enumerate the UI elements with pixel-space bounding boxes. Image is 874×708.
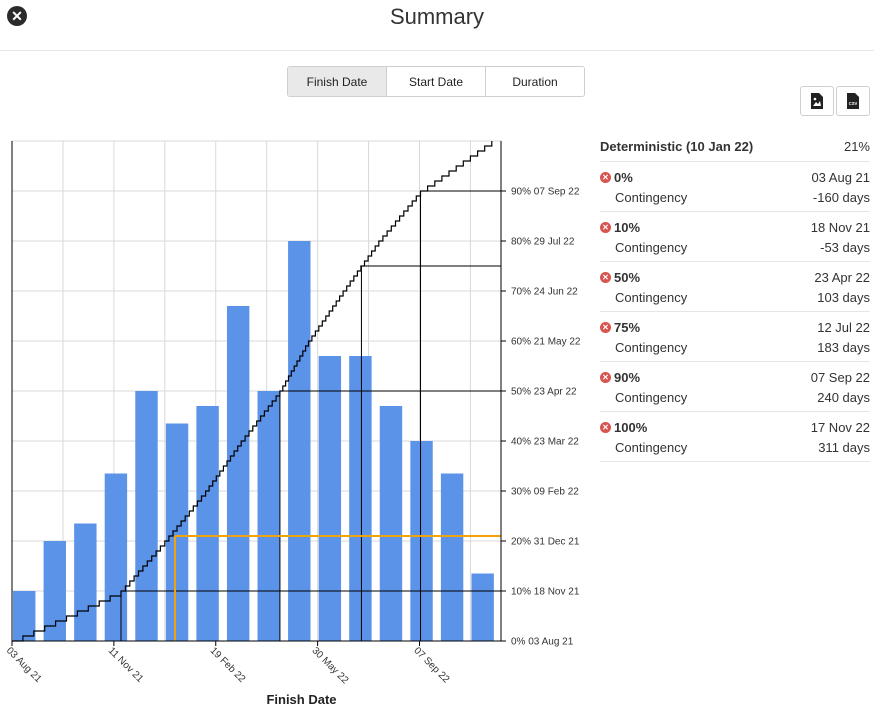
contingency-value: 183 days <box>817 339 870 355</box>
x-tick-label: 11 Nov 21 <box>106 645 146 685</box>
y-tick-label: 40% 23 Mar 22 <box>511 437 579 448</box>
close-icon[interactable]: ✕ <box>7 6 27 26</box>
percentile-date: 17 Nov 22 <box>810 419 870 435</box>
histogram-bar <box>440 473 464 641</box>
remove-icon[interactable]: ✕ <box>600 221 611 233</box>
percentile-row: ✕ 75% 12 Jul 22 Contingency 183 days <box>600 312 870 362</box>
page-title: Summary <box>389 4 485 29</box>
percentile-date: 18 Nov 21 <box>810 219 870 235</box>
header-divider <box>0 50 874 51</box>
deterministic-label: Deterministic (10 Jan 22) <box>600 139 754 154</box>
y-tick-label: 0% 03 Aug 21 <box>511 637 574 648</box>
deterministic-row: Deterministic (10 Jan 22) 21% <box>600 132 870 162</box>
contingency-value: 311 days <box>818 439 870 455</box>
y-tick-label: 70% 24 Jun 22 <box>511 287 578 298</box>
tab-duration[interactable]: Duration <box>485 67 584 96</box>
export-image-button[interactable] <box>800 86 834 116</box>
svg-text:CSV: CSV <box>849 101 858 106</box>
histogram-bar <box>349 356 372 641</box>
percentile-row: ✕ 50% 23 Apr 22 Contingency 103 days <box>600 262 870 312</box>
percentile-row: ✕ 90% 07 Sep 22 Contingency 240 days <box>600 362 870 412</box>
x-tick-label: 19 Feb 22 <box>208 645 248 685</box>
y-tick-label: 30% 09 Feb 22 <box>511 487 579 498</box>
y-tick-label: 60% 21 May 22 <box>511 337 581 348</box>
percentile-label: 75% <box>614 319 641 335</box>
remove-icon[interactable]: ✕ <box>600 171 611 183</box>
histogram-bar <box>13 591 36 641</box>
percentile-date: 12 Jul 22 <box>817 319 870 335</box>
percentile-row: ✕ 10% 18 Nov 21 Contingency -53 days <box>600 212 870 262</box>
histogram-bar <box>471 573 494 641</box>
percentile-row: ✕ 100% 17 Nov 22 Contingency 311 days <box>600 412 870 462</box>
deterministic-value: 21% <box>843 139 870 154</box>
percentile-label: 50% <box>614 269 641 285</box>
contingency-value: -53 days <box>820 239 870 255</box>
contingency-value: -160 days <box>812 189 870 205</box>
y-tick-label: 80% 29 Jul 22 <box>511 237 575 248</box>
remove-icon[interactable]: ✕ <box>600 371 611 383</box>
y-tick-label: 10% 18 Nov 21 <box>511 587 580 598</box>
x-tick-label: 30 May 22 <box>310 645 351 686</box>
percentile-name: ✕ 0% <box>600 170 633 185</box>
histogram-bar <box>410 441 433 641</box>
tab-start-date[interactable]: Start Date <box>386 67 485 96</box>
remove-icon[interactable]: ✕ <box>600 321 611 333</box>
percentile-date: 07 Sep 22 <box>810 369 870 385</box>
percentile-name: ✕ 100% <box>600 420 647 435</box>
histogram-bar <box>43 541 66 641</box>
histogram-bar <box>165 423 189 641</box>
histogram-bar <box>288 241 311 641</box>
histogram-bar <box>74 523 97 641</box>
contingency-value: 240 days <box>817 389 870 405</box>
tab-finish-date[interactable]: Finish Date <box>288 67 386 96</box>
contingency-label: Contingency <box>615 189 688 205</box>
percentile-date: 23 Apr 22 <box>814 269 870 285</box>
percentile-date: 03 Aug 21 <box>811 169 870 185</box>
contingency-label: Contingency <box>615 239 688 255</box>
histogram-bar <box>318 356 342 641</box>
contingency-label: Contingency <box>615 439 688 455</box>
csv-file-icon: CSV <box>847 93 859 109</box>
percentile-name: ✕ 90% <box>600 370 640 385</box>
histogram-bar <box>379 406 403 641</box>
cdf-line <box>12 141 493 642</box>
percentile-row: ✕ 0% 03 Aug 21 Contingency -160 days <box>600 162 870 212</box>
contingency-label: Contingency <box>615 289 688 305</box>
histogram-bar <box>257 391 280 641</box>
percentile-label: 100% <box>614 419 648 435</box>
percentile-name: ✕ 10% <box>600 220 640 235</box>
remove-icon[interactable]: ✕ <box>600 271 611 283</box>
percentile-name: ✕ 50% <box>600 270 640 285</box>
remove-icon[interactable]: ✕ <box>600 421 611 433</box>
y-tick-label: 50% 23 Apr 22 <box>511 387 577 398</box>
y-tick-label: 20% 31 Dec 21 <box>511 537 580 548</box>
image-export-icon <box>811 93 823 109</box>
y-tick-label: 90% 07 Sep 22 <box>511 187 580 198</box>
x-tick-label: 03 Aug 21 <box>4 645 44 685</box>
histogram-bar <box>104 473 128 641</box>
export-csv-button[interactable]: CSV <box>836 86 870 116</box>
view-tabs: Finish Date Start Date Duration <box>287 66 585 97</box>
contingency-label: Contingency <box>615 339 688 355</box>
contingency-label: Contingency <box>615 389 688 405</box>
percentile-label: 90% <box>614 369 641 385</box>
histogram-bar <box>135 391 158 641</box>
percentile-name: ✕ 75% <box>600 320 640 335</box>
histogram-bar <box>196 406 219 641</box>
x-tick-label: 07 Sep 22 <box>411 645 451 685</box>
x-axis-title: Finish Date <box>266 692 336 707</box>
histogram-bar <box>226 306 250 641</box>
contingency-value: 103 days <box>817 289 870 305</box>
percentile-stats: Deterministic (10 Jan 22) 21% ✕ 0% 03 Aug … <box>600 132 870 462</box>
percentile-label: 10% <box>614 219 641 235</box>
percentile-label: 0% <box>614 169 633 185</box>
